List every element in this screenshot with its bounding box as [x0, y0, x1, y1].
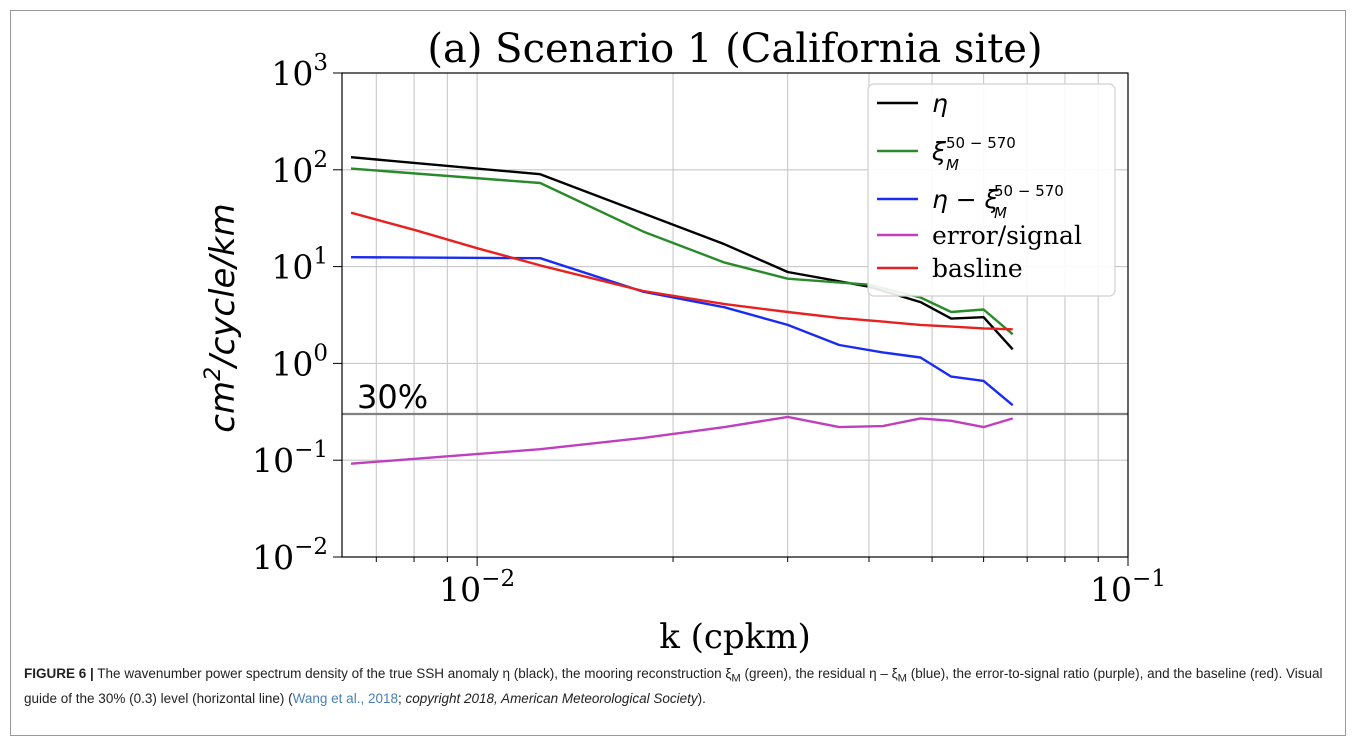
x-tick-label: 10−2: [439, 566, 515, 609]
legend-label-0: η: [932, 89, 948, 118]
y-tick-label: 101: [271, 244, 328, 287]
y-label-sup: 2: [201, 367, 226, 381]
series-line-3: [350, 415, 1014, 465]
legend-box: [867, 83, 1116, 297]
figure-caption: FIGURE 6 | The wavenumber power spectrum…: [24, 664, 1336, 709]
citation-link[interactable]: Wang et al., 2018: [292, 690, 398, 706]
caption-text-b: (green), the residual η – ξ: [740, 666, 898, 681]
caption-text-c: (blue), the error-to-signal ratio (purpl…: [24, 666, 1323, 706]
series-line-1: [350, 167, 1014, 336]
copyright-note: copyright 2018, American Meteorological …: [405, 690, 698, 706]
x-tick-label: 10−1: [1090, 566, 1166, 609]
reference-layer: 30%: [342, 378, 1128, 416]
series-line-2: [350, 256, 1014, 407]
figure-frame: [10, 10, 1346, 736]
y-label-part1: cm: [203, 381, 243, 433]
legend-label-1: ξ50 − 570 M: [931, 134, 1016, 174]
caption-text-d: ;: [397, 690, 406, 706]
chart-title: (a) Scenario 1 (California site): [427, 26, 1042, 72]
y-tick-label: 103: [271, 50, 328, 93]
y-tick-label: 100: [271, 340, 328, 383]
y-axis-label: cm2/cycle/km: [201, 203, 243, 432]
plot-frame: [341, 72, 1129, 558]
legend-label-4: basline: [932, 254, 1023, 283]
x-axis-label: k (cpkm): [659, 617, 811, 657]
caption-text-e: ).: [697, 690, 706, 706]
caption-sub-2: M: [897, 672, 908, 685]
series-line-4: [350, 211, 1013, 331]
y-tick-label: 10−1: [252, 437, 328, 480]
y-tick-label: 102: [271, 147, 328, 190]
y-label-part2: /cycle/km: [203, 203, 243, 370]
tick-layer: 10−2 10−1 100 101 102 103 10−2 10−1: [252, 50, 1166, 609]
legend-label-3: error/signal: [932, 221, 1082, 250]
caption-text-a: The wavenumber power spectrum density of…: [93, 666, 732, 681]
caption-sub-1: M: [731, 672, 741, 685]
legend-label-2: η − ξ50 − 570 M: [932, 182, 1064, 222]
y-tick-label: 10−2: [252, 534, 328, 577]
reference-label: 30%: [357, 378, 428, 416]
chart: 30% 10−2 10−1 100 101 102 103 10−2 10−1 η ξ50 − …: [201, 26, 1166, 657]
figure-label: FIGURE 6 |: [24, 666, 94, 681]
